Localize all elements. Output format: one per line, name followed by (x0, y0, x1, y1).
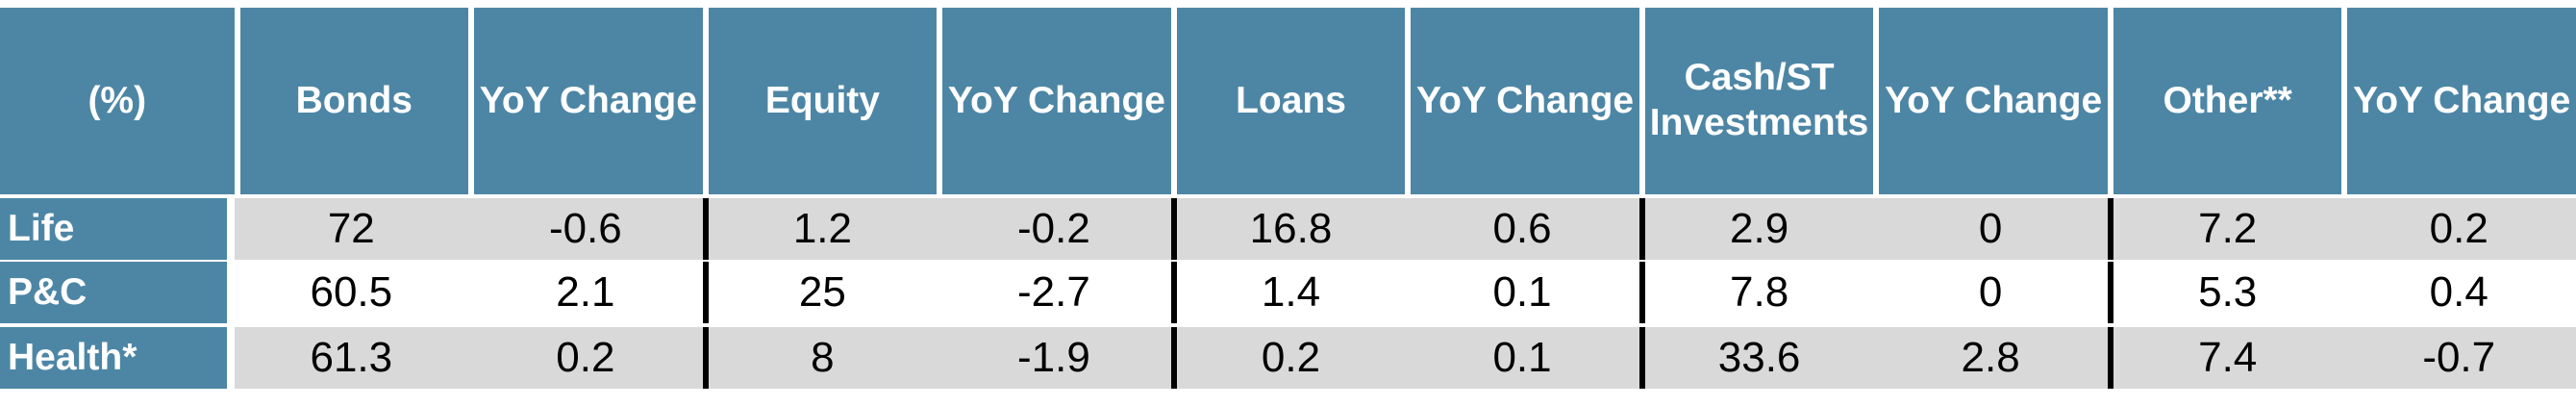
header-cell: YoY Change (937, 8, 1171, 194)
data-cell: -0.6 (468, 198, 703, 260)
data-row: P&C 60.5 2.1 25 -2.7 1.4 0.1 7.8 0 5.3 0.4 (0, 262, 2576, 323)
row-label: P&C (0, 262, 227, 323)
data-cell: 72 (234, 198, 469, 260)
data-cell: 8 (702, 327, 938, 389)
data-cell: 0 (1978, 268, 2003, 316)
header-cell: YoY Change (468, 8, 703, 194)
header-row: (%) Bonds YoY Change Equity YoY Change Loans Y… (0, 8, 2576, 194)
data-cell: 0.1 (1492, 268, 1552, 316)
data-cell: 2.9 (1638, 198, 1874, 260)
header-cell: Bonds (234, 8, 469, 194)
row-label: Life (0, 198, 227, 260)
header-cell: YoY Change (2341, 8, 2576, 194)
data-cell: 25 (702, 262, 938, 323)
data-cell: -0.7 (2341, 327, 2576, 389)
header-cell: Other** (2107, 8, 2342, 194)
header-cell: Equity (702, 8, 938, 194)
data-cell: 1.4 (1170, 262, 1406, 323)
data-cell: 16.8 (1170, 198, 1406, 260)
data-cell: 5.3 (2107, 262, 2342, 323)
data-cell: 0.4 (2429, 268, 2488, 316)
data-cell: 0 (1873, 198, 2108, 260)
data-cell: 7.2 (2107, 198, 2342, 260)
data-cell: -0.2 (937, 198, 1171, 260)
data-cell: 33.6 (1638, 327, 1874, 389)
data-row: Health* 61.3 0.2 8 -1.9 0.2 0.1 33.6 2.8 7.4 -0.7 (0, 327, 2576, 389)
data-cell: 61.3 (234, 327, 469, 389)
header-cell: YoY Change (1405, 8, 1639, 194)
data-cell: 0.6 (1405, 198, 1639, 260)
data-cell: 0.2 (2341, 198, 2576, 260)
data-cell: 0.2 (468, 327, 703, 389)
row-label: Health* (0, 327, 227, 389)
data-cell: 0.2 (1170, 327, 1406, 389)
data-cell: 60.5 (310, 268, 393, 316)
data-cell: 2.1 (556, 268, 615, 316)
data-cell: 7.8 (1638, 262, 1874, 323)
data-cell: 1.2 (702, 198, 938, 260)
header-cell: YoY Change (1873, 8, 2108, 194)
data-cell: 7.4 (2107, 327, 2342, 389)
header-cell: (%) (0, 8, 235, 194)
data-cell: -2.7 (1017, 268, 1090, 316)
header-cell: Loans (1170, 8, 1406, 194)
data-cell: -1.9 (937, 327, 1171, 389)
data-cell: 0.1 (1405, 327, 1639, 389)
header-cell: Cash/ST Investments (1638, 8, 1874, 194)
data-cell: 2.8 (1873, 327, 2108, 389)
data-row: Life 72 -0.6 1.2 -0.2 16.8 0.6 2.9 0 7.2 0.2 (0, 198, 2576, 260)
